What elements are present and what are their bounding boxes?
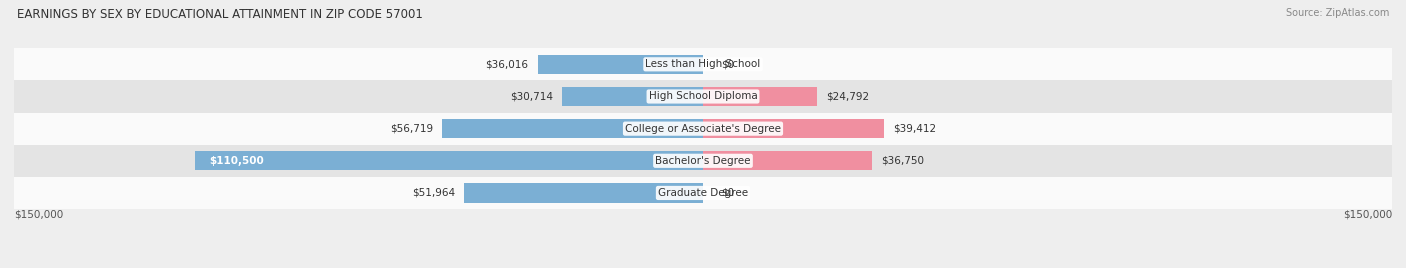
Text: $0: $0 [721, 59, 734, 69]
Text: $56,719: $56,719 [391, 124, 433, 134]
Text: $110,500: $110,500 [209, 156, 264, 166]
Text: EARNINGS BY SEX BY EDUCATIONAL ATTAINMENT IN ZIP CODE 57001: EARNINGS BY SEX BY EDUCATIONAL ATTAINMEN… [17, 8, 423, 21]
Text: $30,714: $30,714 [510, 91, 553, 102]
Text: College or Associate's Degree: College or Associate's Degree [626, 124, 780, 134]
Text: $150,000: $150,000 [1343, 209, 1392, 219]
Text: Source: ZipAtlas.com: Source: ZipAtlas.com [1285, 8, 1389, 18]
Bar [14, 113, 1392, 145]
Bar [703, 151, 872, 170]
Text: High School Diploma: High School Diploma [648, 91, 758, 102]
Text: $24,792: $24,792 [827, 91, 869, 102]
Bar [562, 87, 703, 106]
Text: $150,000: $150,000 [14, 209, 63, 219]
Text: $0: $0 [721, 188, 734, 198]
Bar [195, 151, 703, 170]
Text: $36,016: $36,016 [485, 59, 529, 69]
Bar [14, 80, 1392, 113]
Text: $36,750: $36,750 [882, 156, 924, 166]
Bar [14, 145, 1392, 177]
Bar [464, 183, 703, 203]
Bar [703, 87, 817, 106]
Text: Graduate Degree: Graduate Degree [658, 188, 748, 198]
Bar [703, 119, 884, 138]
Text: Bachelor's Degree: Bachelor's Degree [655, 156, 751, 166]
Bar [14, 48, 1392, 80]
Bar [537, 55, 703, 74]
Text: Less than High School: Less than High School [645, 59, 761, 69]
Text: $51,964: $51,964 [412, 188, 456, 198]
Bar [14, 177, 1392, 209]
Text: $39,412: $39,412 [893, 124, 936, 134]
Bar [443, 119, 703, 138]
